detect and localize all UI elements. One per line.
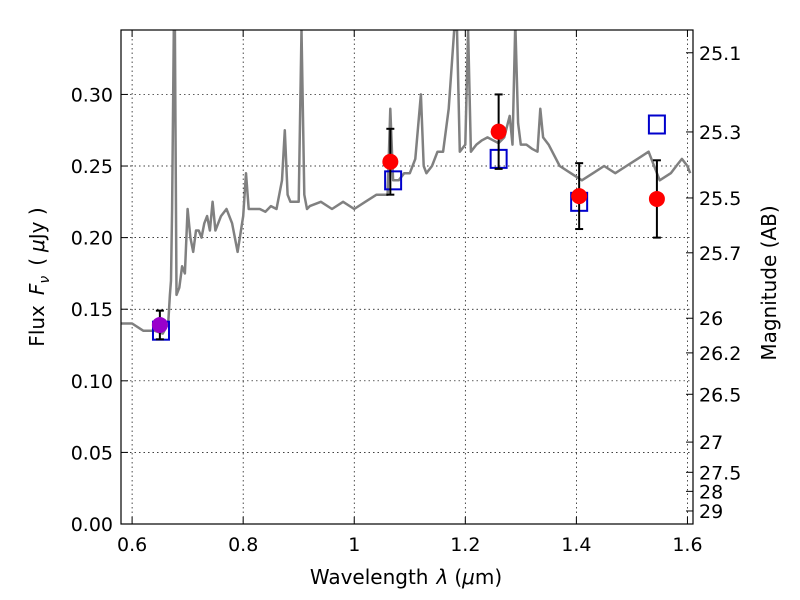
right-tick-label: 25.7 bbox=[699, 243, 741, 265]
data-point bbox=[648, 190, 665, 207]
right-tick-label: 25.3 bbox=[699, 122, 741, 144]
y-tick-label: 0.20 bbox=[71, 228, 113, 250]
data-point bbox=[382, 153, 399, 170]
data-point bbox=[151, 316, 168, 333]
spectrum-layer bbox=[121, 30, 692, 335]
spectrum-line bbox=[121, 30, 692, 335]
right-tick-label: 26.2 bbox=[699, 343, 741, 365]
model-square bbox=[384, 170, 403, 191]
right-tick-label: 27.5 bbox=[699, 462, 741, 484]
right-tick-label: 26 bbox=[699, 308, 723, 330]
ticks-layer: 0.6 0.8 1 1.2 1.4 1.6 0.00 0.05 0.10 0.15 0.20 0.25… bbox=[71, 30, 741, 556]
right-axis-label: Magnitude (AB) bbox=[757, 205, 781, 360]
y-tick-label: 0.25 bbox=[71, 156, 113, 178]
y-tick-label: 0.30 bbox=[71, 84, 113, 106]
x-axis-label: Wavelength λ (μm) bbox=[310, 565, 502, 589]
right-tick-label: 25.5 bbox=[699, 188, 741, 210]
x-tick-label: 0.6 bbox=[117, 534, 147, 556]
x-tick-label: 1.4 bbox=[561, 534, 591, 556]
x-tick-label: 1.2 bbox=[450, 534, 480, 556]
y-axis-label: FluxFν(μJy ) bbox=[25, 207, 53, 346]
x-tick-label: 0.8 bbox=[228, 534, 258, 556]
y-tick-label: 0.05 bbox=[71, 442, 113, 464]
right-tick-label: 27 bbox=[699, 432, 723, 454]
y-tick-label: 0.15 bbox=[71, 299, 113, 321]
x-tick-label: 1.6 bbox=[672, 534, 702, 556]
right-tick-label: 25.1 bbox=[699, 43, 741, 65]
y-tick-label: 0.00 bbox=[71, 514, 113, 536]
plot-frame bbox=[120, 29, 694, 525]
x-tick-label: 1 bbox=[348, 534, 360, 556]
model-square bbox=[647, 114, 666, 135]
right-tick-label: 26.5 bbox=[699, 384, 741, 406]
y-tick-label: 0.10 bbox=[71, 371, 113, 393]
data-point bbox=[490, 123, 507, 140]
right-tick-label: 29 bbox=[699, 501, 723, 523]
points-layer bbox=[151, 93, 666, 341]
right-tick-label: 28 bbox=[699, 481, 723, 503]
data-point bbox=[571, 188, 588, 205]
